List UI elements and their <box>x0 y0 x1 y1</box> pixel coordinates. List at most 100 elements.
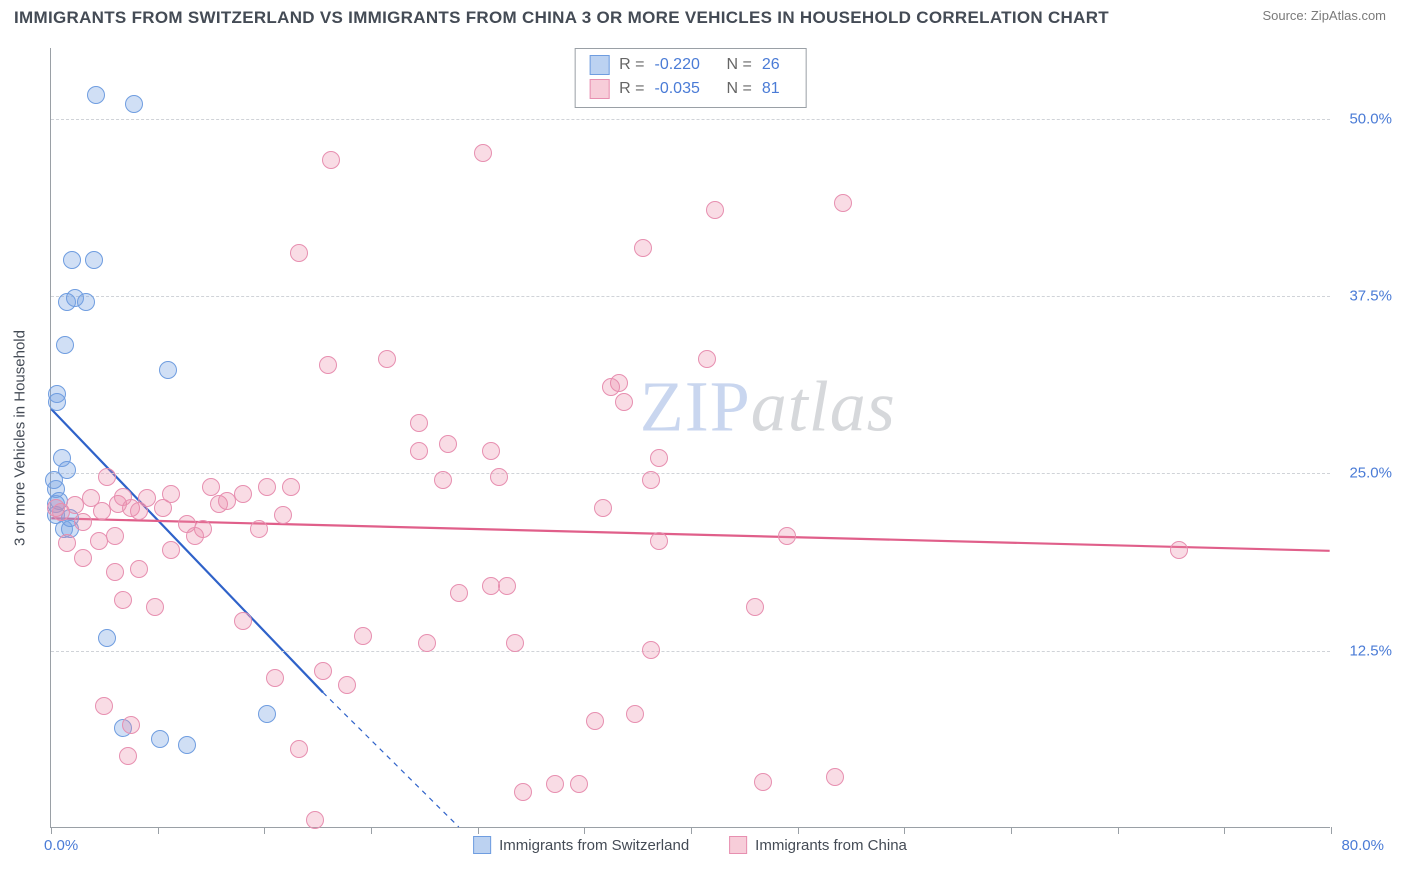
x-tick <box>264 827 265 834</box>
x-tick <box>158 827 159 834</box>
data-point-china <box>290 244 308 262</box>
legend-n-label: N = <box>727 77 752 101</box>
x-tick <box>371 827 372 834</box>
data-point-china <box>490 468 508 486</box>
data-point-china <box>498 577 516 595</box>
data-point-china <box>234 485 252 503</box>
x-tick <box>1011 827 1012 834</box>
data-point-china <box>90 532 108 550</box>
data-point-china <box>594 499 612 517</box>
data-point-china <box>706 201 724 219</box>
data-point-china <box>746 598 764 616</box>
data-point-switzerland <box>58 461 76 479</box>
data-point-china <box>202 478 220 496</box>
x-tick <box>798 827 799 834</box>
plot-area: ZIPatlas R =-0.220N =26R =-0.035N =81 12… <box>50 48 1330 828</box>
data-point-china <box>95 697 113 715</box>
data-point-china <box>354 627 372 645</box>
data-point-switzerland <box>77 293 95 311</box>
y-tick-label: 12.5% <box>1349 642 1392 659</box>
plot-container: ZIPatlas R =-0.220N =26R =-0.035N =81 12… <box>50 48 1330 828</box>
trendline-china <box>51 518 1329 551</box>
data-point-china <box>234 612 252 630</box>
legend-r-value: -0.035 <box>655 77 711 101</box>
data-point-switzerland <box>63 251 81 269</box>
data-point-china <box>58 534 76 552</box>
legend-n-label: N = <box>727 53 752 77</box>
data-point-china <box>162 485 180 503</box>
data-point-china <box>130 560 148 578</box>
data-point-china <box>122 716 140 734</box>
y-tick-label: 50.0% <box>1349 110 1392 127</box>
bottom-legend-item-switzerland: Immigrants from Switzerland <box>473 836 689 854</box>
gridline-h <box>51 473 1330 474</box>
y-tick-label: 37.5% <box>1349 288 1392 305</box>
data-point-china <box>114 591 132 609</box>
data-point-switzerland <box>178 736 196 754</box>
legend-r-value: -0.220 <box>655 53 711 77</box>
legend-r-label: R = <box>619 53 644 77</box>
data-point-china <box>615 393 633 411</box>
data-point-switzerland <box>125 95 143 113</box>
data-point-china <box>439 435 457 453</box>
legend-n-value: 26 <box>762 53 792 77</box>
source-label: Source: ZipAtlas.com <box>1262 8 1386 23</box>
gridline-h <box>51 296 1330 297</box>
legend-n-value: 81 <box>762 77 792 101</box>
x-max-label: 80.0% <box>1341 837 1384 854</box>
x-origin-label: 0.0% <box>44 837 78 854</box>
data-point-switzerland <box>85 251 103 269</box>
data-point-china <box>450 584 468 602</box>
x-tick <box>904 827 905 834</box>
data-point-china <box>338 676 356 694</box>
data-point-china <box>74 549 92 567</box>
x-tick <box>1224 827 1225 834</box>
data-point-china <box>106 527 124 545</box>
data-point-china <box>162 541 180 559</box>
data-point-china <box>98 468 116 486</box>
data-point-china <box>410 414 428 432</box>
legend-row-china: R = -0.035 N = 81 <box>589 77 792 101</box>
x-tick <box>1331 827 1332 834</box>
legend-row-switzerland: R = -0.220 N = 26 <box>589 53 792 77</box>
data-point-china <box>570 775 588 793</box>
x-tick <box>691 827 692 834</box>
legend-swatch <box>473 836 491 854</box>
data-point-china <box>378 350 396 368</box>
data-point-china <box>514 783 532 801</box>
data-point-switzerland <box>258 705 276 723</box>
data-point-china <box>322 151 340 169</box>
data-point-china <box>482 442 500 460</box>
data-point-china <box>410 442 428 460</box>
legend-swatch <box>589 55 609 75</box>
data-point-switzerland <box>98 629 116 647</box>
x-tick <box>1118 827 1119 834</box>
data-point-china <box>319 356 337 374</box>
data-point-china <box>698 350 716 368</box>
gridline-h <box>51 119 1330 120</box>
data-point-china <box>834 194 852 212</box>
bottom-legend-label: Immigrants from Switzerland <box>499 837 689 854</box>
series-legend: Immigrants from Switzerland Immigrants fr… <box>473 836 907 854</box>
data-point-china <box>586 712 604 730</box>
data-point-china <box>754 773 772 791</box>
x-tick <box>51 827 52 834</box>
data-point-china <box>282 478 300 496</box>
legend-r-label: R = <box>619 77 644 101</box>
data-point-china <box>106 563 124 581</box>
trend-lines <box>51 48 1330 827</box>
chart-title: IMMIGRANTS FROM SWITZERLAND VS IMMIGRANT… <box>14 8 1109 28</box>
data-point-china <box>138 489 156 507</box>
data-point-china <box>258 478 276 496</box>
data-point-china <box>650 532 668 550</box>
data-point-china <box>506 634 524 652</box>
y-tick-label: 25.0% <box>1349 465 1392 482</box>
bottom-legend-item-china: Immigrants from China <box>729 836 907 854</box>
data-point-switzerland <box>159 361 177 379</box>
data-point-china <box>634 239 652 257</box>
data-point-china <box>642 471 660 489</box>
correlation-legend: R = -0.220 N = 26 R = -0.035 N = 81 <box>574 48 807 108</box>
data-point-china <box>778 527 796 545</box>
data-point-china <box>274 506 292 524</box>
data-point-china <box>119 747 137 765</box>
